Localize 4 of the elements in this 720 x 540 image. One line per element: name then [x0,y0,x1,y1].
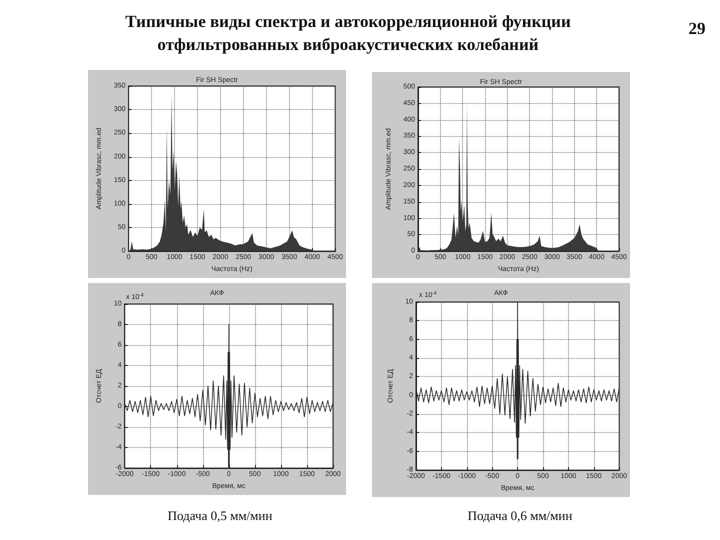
text: 29 [688,19,706,38]
text: Подача 0,5 мм/мин [166,507,274,525]
text: Подача 0,6 мм/мин [466,507,574,525]
chart-title: Типичные виды спектра и автокорреляционной функции отфильтрованных виброакустических колебаний [124,11,572,56]
